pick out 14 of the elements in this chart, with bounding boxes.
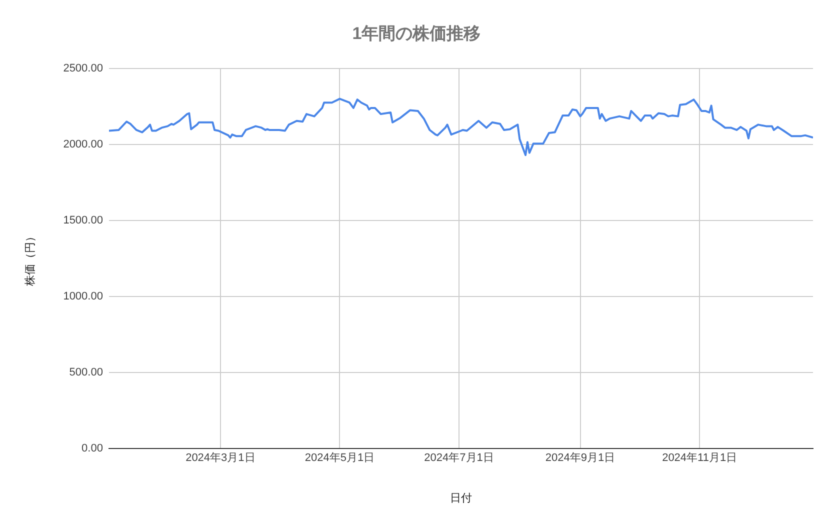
x-tick-label: 2024年5月1日 [304, 452, 375, 464]
chart-title: 1年間の株価推移 [352, 24, 481, 43]
x-tick-label: 2024年3月1日 [186, 452, 256, 464]
x-tick-label: 2024年9月1日 [545, 452, 616, 464]
x-tick-label: 2024年7月1日 [424, 452, 494, 464]
x-axis-title: 日付 [450, 492, 472, 504]
y-axis-title: 株価（円） [24, 231, 37, 287]
y-tick-label: 500.00 [69, 366, 103, 379]
y-tick-label: 0.00 [82, 442, 103, 455]
x-tick-label: 2024年11月1日 [662, 452, 738, 464]
y-tick-label: 2000.00 [63, 138, 103, 150]
y-tick-label: 1500.00 [63, 214, 103, 227]
y-tick-label: 1000.00 [63, 290, 103, 303]
y-tick-label: 2500.00 [63, 62, 103, 74]
